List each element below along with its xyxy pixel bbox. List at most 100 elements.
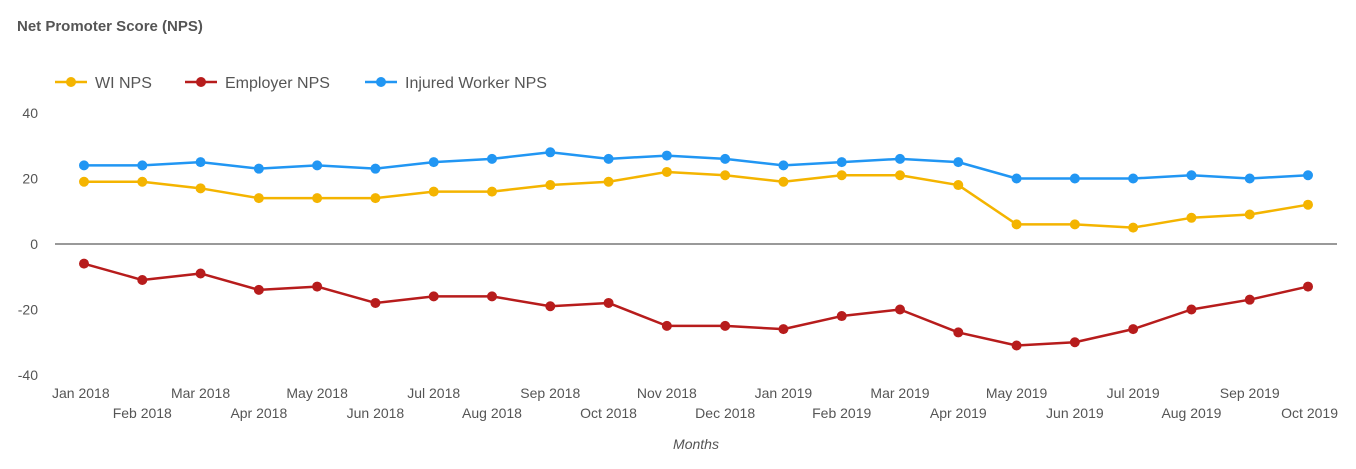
x-tick-label: Feb 2019 <box>812 405 871 421</box>
data-point <box>79 160 89 171</box>
series-line <box>83 262 1309 347</box>
x-tick-label: Dec 2018 <box>695 405 755 421</box>
x-tick-label: Jan 2018 <box>52 385 110 401</box>
legend-item-employer-nps: Employer NPS <box>185 75 330 92</box>
x-axis-title: Months <box>673 436 719 452</box>
x-tick-label: Jul 2018 <box>407 385 460 401</box>
data-point <box>1011 173 1022 184</box>
series-wi-nps <box>79 166 1313 233</box>
data-point <box>661 166 672 177</box>
data-point <box>253 284 264 295</box>
data-point <box>1303 281 1313 292</box>
data-point <box>487 153 497 164</box>
x-tick-label: Jul 2019 <box>1107 385 1160 401</box>
legend-label: Injured Worker NPS <box>405 75 547 92</box>
legend-marker <box>196 77 206 87</box>
data-point <box>895 170 905 181</box>
data-point <box>1069 219 1080 230</box>
data-point <box>1186 170 1197 181</box>
data-point <box>1186 304 1197 315</box>
x-tick-label: Aug 2018 <box>462 405 522 421</box>
y-tick-label: 40 <box>22 105 38 121</box>
legend: WI NPS Employer NPS Injured Worker NPS <box>55 75 547 92</box>
x-tick-label: Oct 2019 <box>1281 405 1338 421</box>
data-point <box>79 258 89 269</box>
data-point <box>195 268 206 279</box>
data-point <box>836 311 847 322</box>
x-tick-label: Sep 2018 <box>520 385 580 401</box>
data-point <box>137 275 148 286</box>
data-point <box>1303 170 1313 181</box>
x-tick-label: Mar 2019 <box>870 385 929 401</box>
x-tick-label: May 2019 <box>986 385 1048 401</box>
data-point <box>312 193 323 204</box>
data-point <box>895 153 905 164</box>
data-point <box>603 153 614 164</box>
legend-marker <box>66 77 76 87</box>
data-point <box>836 157 847 168</box>
data-point <box>370 193 381 204</box>
data-point <box>1186 212 1197 223</box>
data-point <box>195 157 206 168</box>
legend-marker <box>376 77 386 87</box>
plot-area <box>55 147 1337 351</box>
x-tick-label: Jun 2019 <box>1046 405 1104 421</box>
data-point <box>603 297 614 308</box>
data-point <box>603 176 614 187</box>
data-point <box>428 157 439 168</box>
data-point <box>836 170 847 181</box>
data-point <box>1069 337 1080 348</box>
data-point <box>953 327 964 338</box>
legend-item-injured-worker-nps: Injured Worker NPS <box>365 75 547 92</box>
data-point <box>1244 294 1255 305</box>
data-point <box>1128 222 1139 233</box>
x-tick-label: Jun 2018 <box>347 405 405 421</box>
data-point <box>253 193 264 204</box>
y-tick-label: -20 <box>18 302 38 318</box>
series-injured-worker-nps <box>79 147 1313 184</box>
data-point <box>720 320 731 331</box>
data-point <box>370 297 381 308</box>
data-point <box>79 176 89 187</box>
x-tick-label: May 2018 <box>286 385 348 401</box>
data-point <box>253 163 264 174</box>
data-point <box>1011 340 1022 351</box>
data-point <box>661 320 672 331</box>
data-point <box>545 180 556 191</box>
x-tick-label: Jan 2019 <box>755 385 813 401</box>
x-tick-label: Mar 2018 <box>171 385 230 401</box>
data-point <box>312 160 323 171</box>
data-point <box>487 291 497 302</box>
x-tick-label: Apr 2018 <box>230 405 287 421</box>
y-axis-tick-labels: 40 20 0 -20 -40 <box>18 105 38 383</box>
y-tick-label: -40 <box>18 367 38 383</box>
legend-item-wi-nps: WI NPS <box>55 75 152 92</box>
data-point <box>428 186 439 197</box>
data-point <box>195 183 206 194</box>
data-point <box>428 291 439 302</box>
legend-label: Employer NPS <box>225 75 330 92</box>
y-tick-label: 20 <box>22 171 38 187</box>
data-point <box>1069 173 1080 184</box>
x-tick-label: Apr 2019 <box>930 405 987 421</box>
data-point <box>1303 199 1313 210</box>
y-tick-label: 0 <box>30 236 38 252</box>
data-point <box>545 147 556 158</box>
data-point <box>1244 173 1255 184</box>
data-point <box>778 160 789 171</box>
data-point <box>137 160 148 171</box>
data-point <box>778 176 789 187</box>
data-point <box>895 304 905 315</box>
data-point <box>953 180 964 191</box>
data-point <box>487 186 497 197</box>
x-tick-label: Oct 2018 <box>580 405 637 421</box>
data-point <box>1244 209 1255 220</box>
data-point <box>720 170 731 181</box>
data-point <box>545 301 556 312</box>
data-point <box>661 150 672 161</box>
data-point <box>137 176 148 187</box>
data-point <box>370 163 381 174</box>
data-point <box>312 281 323 292</box>
